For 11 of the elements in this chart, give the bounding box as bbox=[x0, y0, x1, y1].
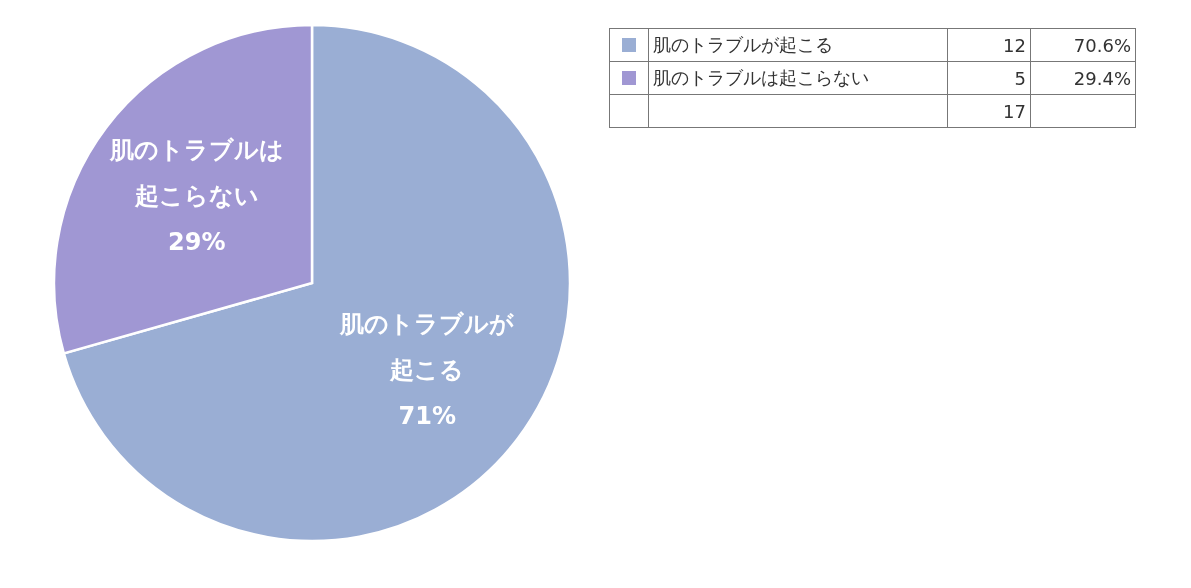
table-total-row: 17 bbox=[609, 94, 1136, 128]
slice-label: 肌のトラブルは起こらない bbox=[108, 134, 285, 212]
data-label: 71% bbox=[397, 401, 457, 433]
text: 5 bbox=[947, 61, 1031, 95]
slice-label: 肌のトラブルが起こる bbox=[339, 309, 516, 387]
legend-label: 肌のトラブルは起こらない bbox=[648, 61, 948, 95]
text: 29.4% bbox=[1030, 61, 1136, 95]
text: 70.6% bbox=[1030, 28, 1136, 62]
legend-label: 肌のトラブルが起こる bbox=[648, 28, 948, 62]
data-label: 29% bbox=[167, 226, 227, 258]
text: 12 bbox=[947, 28, 1031, 62]
